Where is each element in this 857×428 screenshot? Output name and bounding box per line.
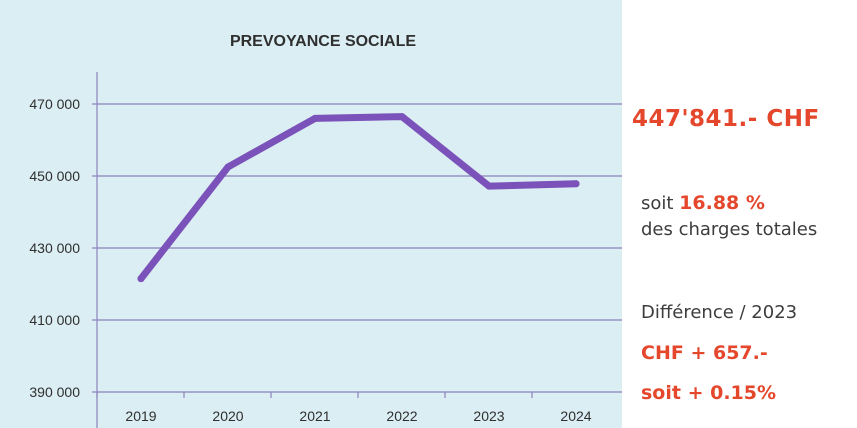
y-tick-label: 470 000 [29,96,80,112]
chart-panel: PREVOYANCE SOCIALE 390 000 410 000 430 000… [0,0,622,428]
x-tick-label: 2021 [299,408,330,424]
x-tick-labels: 2019 2020 2021 2022 2023 2024 [125,408,591,424]
x-tick-label: 2024 [560,408,591,424]
grid-lines [92,103,622,393]
y-tick-label: 450 000 [29,168,80,184]
data-point [398,113,406,121]
y-tick-label: 410 000 [29,312,80,328]
share-suffix: des charges totales [641,219,818,240]
chart-title: PREVOYANCE SOCIALE [230,33,416,50]
total-amount: 447'841.- CHF [632,106,820,132]
x-tick-label: 2020 [212,408,243,424]
data-point [485,182,493,190]
difference-percent: soit + 0.15% [641,382,777,404]
difference-label: Différence / 2023 [641,302,798,323]
x-tick-label: 2022 [386,408,417,424]
data-point [224,163,232,171]
line-chart: PREVOYANCE SOCIALE 390 000 410 000 430 000… [29,33,622,428]
x-tick-label: 2023 [473,408,504,424]
series-layer [137,113,580,283]
data-point [311,114,319,122]
share-line: soit 16.88 % [641,192,765,214]
data-point [572,180,580,188]
series-line [137,113,580,283]
y-tick-labels: 390 000 410 000 430 000 450 000 470 000 [29,96,80,400]
y-tick-label: 390 000 [29,384,80,400]
difference-amount: CHF + 657.- [641,342,768,364]
share-value: 16.88 % [679,192,765,214]
axes [96,72,533,428]
share-prefix: soit [641,193,680,214]
y-tick-label: 430 000 [29,240,80,256]
data-point [137,275,145,283]
x-tick-label: 2019 [125,408,156,424]
